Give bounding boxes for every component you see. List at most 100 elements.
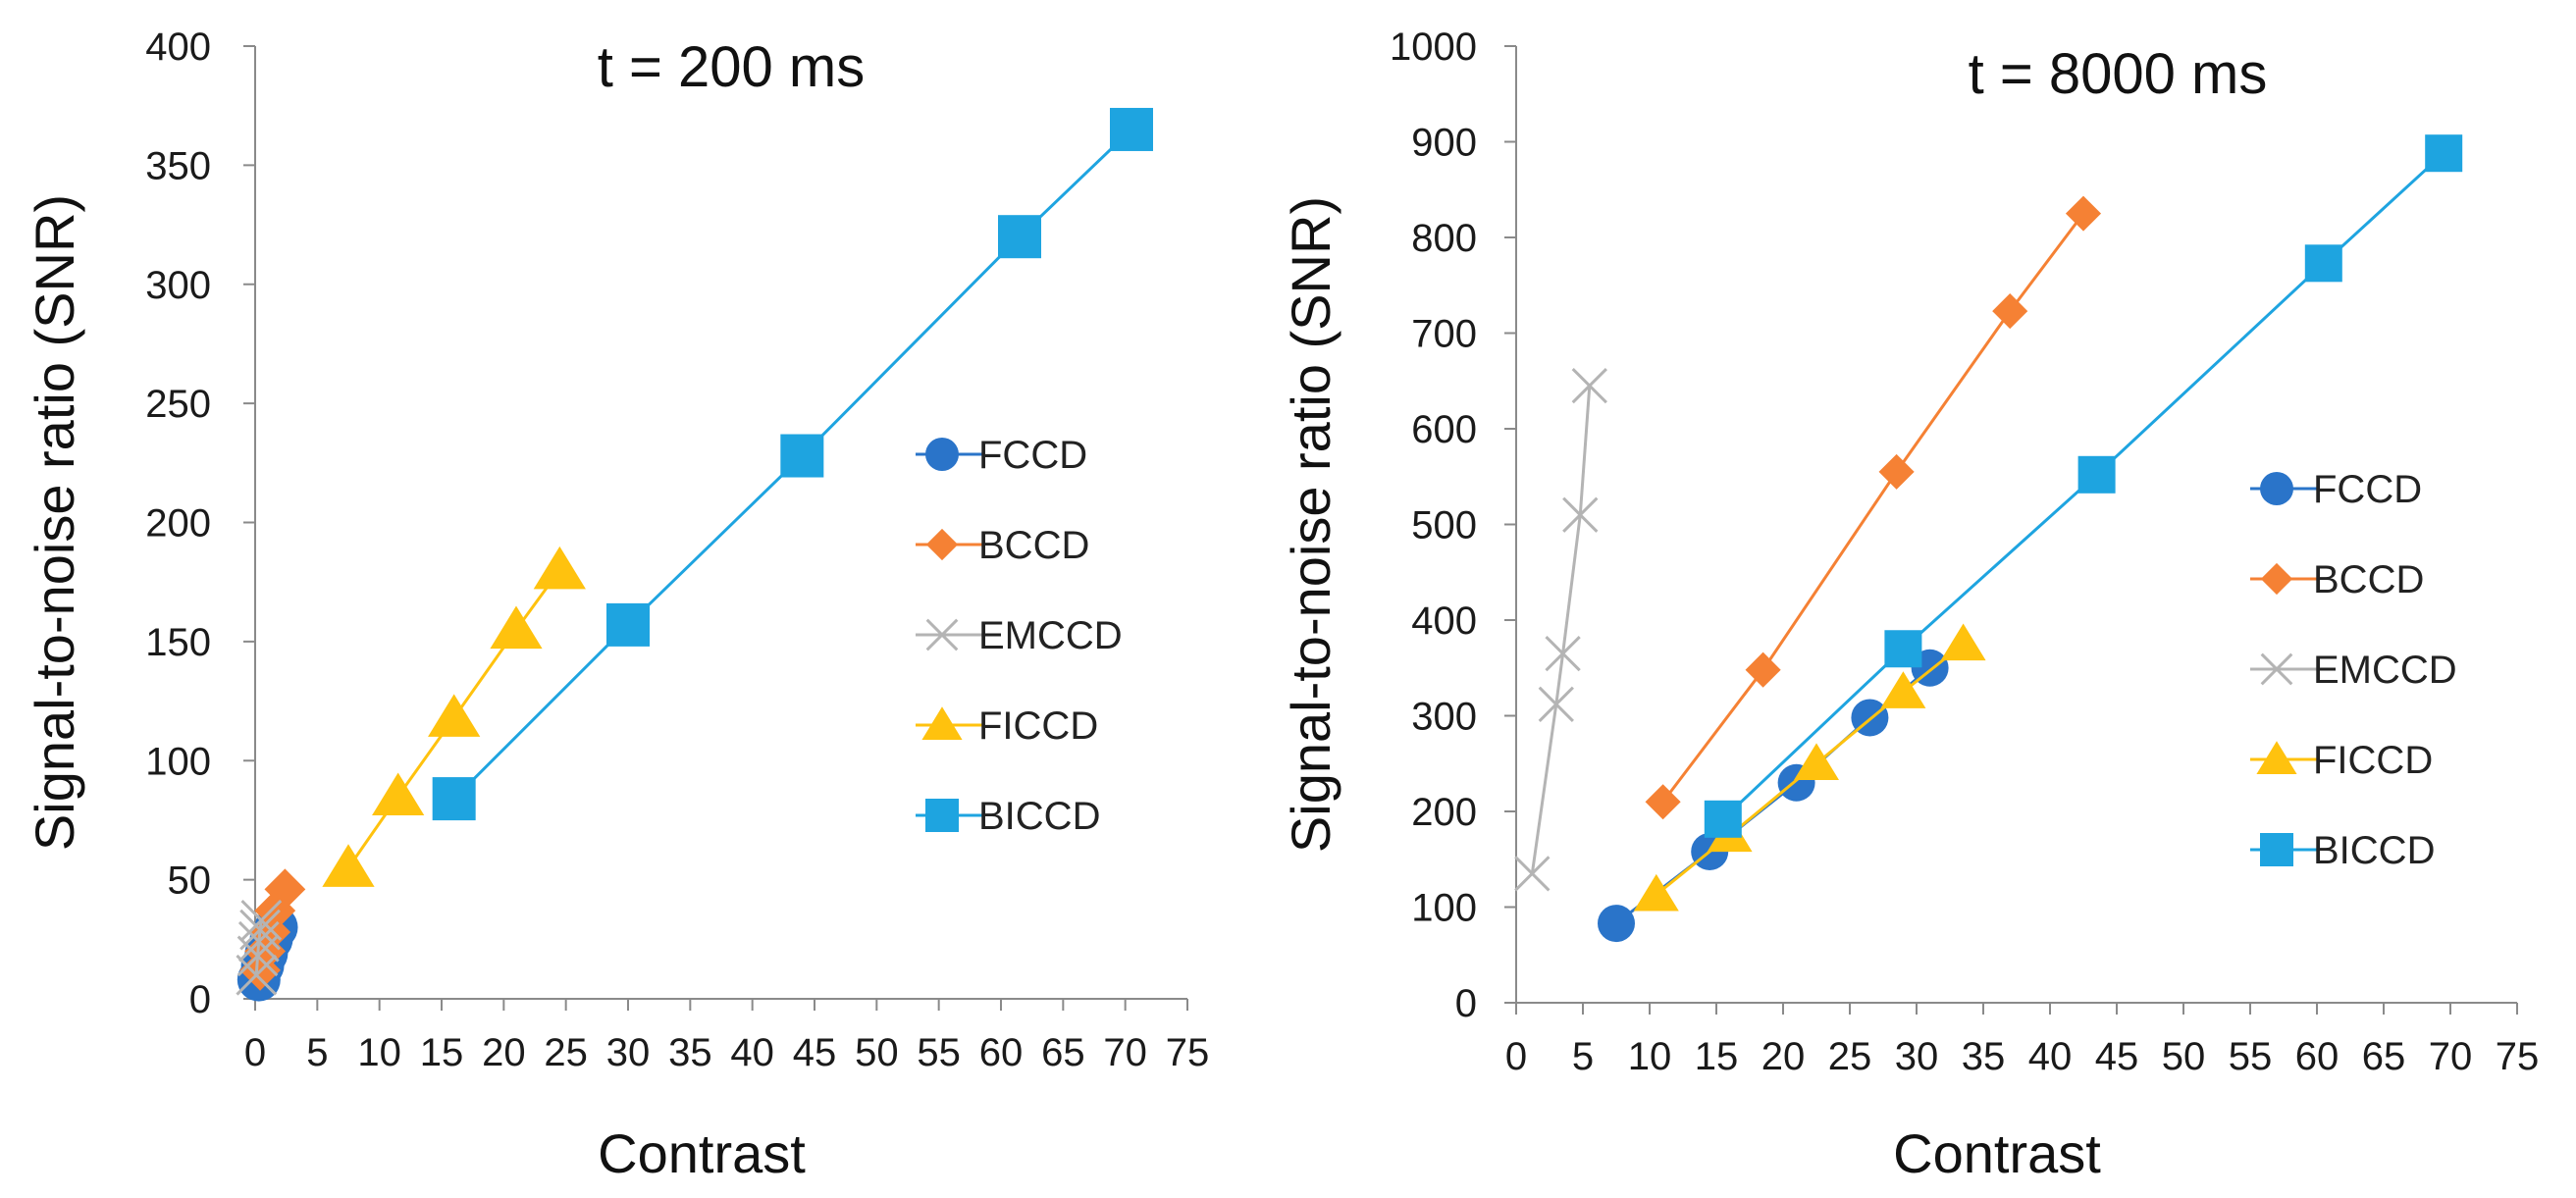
legend-label: FCCD [978,434,1087,477]
y-axis-title: Signal-to-noise ratio (SNR) [1280,196,1341,853]
data-point-emccd [1545,635,1581,672]
data-point-ficcd [1794,743,1839,780]
x-tick-label: 75 [2496,1035,2540,1078]
legend-entry-bccd: BCCD [2250,558,2424,601]
legend-entry-biccd: BICCD [2250,829,2435,872]
legend-marker [2260,652,2293,686]
data-point-biccd [1884,630,1922,668]
y-tick-label: 350 [145,144,211,187]
data-point-emccd [1571,367,1607,404]
data-point-biccd [2077,455,2116,494]
data-point-emccd [1562,496,1599,533]
data-point-fccd [1598,905,1635,943]
legend-entry-fccd: FCCD [2250,468,2422,511]
data-point-biccd [998,215,1041,259]
data-point-bccd [1992,293,2028,330]
data-point-emccd [1538,686,1574,722]
legend-entry-ficcd: FICCD [2250,739,2433,782]
x-tick-label: 35 [1962,1035,2006,1078]
x-tick-label: 10 [1628,1035,1672,1078]
legend-entry-fccd: FCCD [916,434,1087,477]
series-biccd [432,107,1153,821]
legend-marker [2260,562,2293,596]
legend-marker [2260,833,2293,866]
y-tick-label: 200 [145,502,211,546]
data-point-bccd [1878,453,1915,490]
y-tick-label: 300 [145,264,211,307]
data-point-ficcd [533,546,586,590]
data-point-ficcd [372,772,425,816]
legend-label: EMCCD [2313,649,2457,692]
legend-entry-emccd: EMCCD [2250,649,2457,692]
chart-title: t = 200 ms [598,35,865,99]
y-tick-label: 100 [145,740,211,783]
y-tick-label: 400 [145,26,211,69]
data-point-biccd [1704,800,1742,838]
series-line-emccd [1530,386,1592,874]
y-tick-label: 0 [1455,982,1477,1025]
legend-label: BCCD [978,524,1089,567]
y-tick-label: 50 [168,859,212,903]
legend-marker [925,618,959,651]
x-tick-label: 30 [1895,1035,1939,1078]
legend-marker [925,438,959,471]
x-tick-label: 10 [357,1031,401,1074]
x-tick-label: 55 [2229,1035,2273,1078]
y-tick-label: 600 [1411,408,1477,451]
x-tick-label: 70 [1103,1031,1147,1074]
x-tick-label: 20 [1761,1035,1806,1078]
series-ficcd [322,546,586,887]
x-tick-label: 65 [1041,1031,1085,1074]
chart-title: t = 8000 ms [1969,42,2268,106]
legend-marker [925,799,959,832]
x-tick-label: 50 [855,1031,899,1074]
data-point-biccd [2425,134,2463,173]
x-tick-label: 40 [730,1031,774,1074]
x-tick-label: 75 [1166,1031,1210,1074]
y-tick-label: 200 [1411,791,1477,834]
data-point-bccd [264,868,306,911]
x-tick-label: 60 [979,1031,1024,1074]
x-tick-label: 40 [2028,1035,2073,1078]
data-point-bccd [2065,195,2102,232]
x-tick-label: 60 [2295,1035,2339,1078]
data-point-emccd [240,900,283,941]
x-tick-label: 70 [2429,1035,2473,1078]
data-point-biccd [1110,107,1153,151]
y-axis-title: Signal-to-noise ratio (SNR) [24,194,85,851]
series-emccd [1514,367,1607,892]
y-tick-label: 800 [1411,217,1477,260]
y-tick-label: 400 [1411,599,1477,643]
data-point-ficcd [428,694,481,737]
series-emccd [236,900,283,996]
legend-label: FICCD [978,704,1098,748]
y-tick-label: 300 [1411,696,1477,739]
y-tick-label: 250 [145,383,211,426]
y-tick-label: 0 [189,978,211,1021]
y-tick-label: 1000 [1390,26,1477,69]
x-tick-label: 5 [306,1031,328,1074]
x-tick-label: 35 [668,1031,712,1074]
x-tick-label: 55 [917,1031,961,1074]
legend-label: BCCD [2313,558,2424,601]
data-point-biccd [432,777,476,821]
x-tick-label: 50 [2162,1035,2206,1078]
series-biccd [1704,134,2463,838]
x-tick-label: 30 [606,1031,651,1074]
data-point-bccd [1645,784,1681,820]
legend-entry-ficcd: FICCD [916,704,1098,748]
legend-label: FCCD [2313,468,2422,511]
x-tick-label: 45 [793,1031,837,1074]
x-axis-title: Contrast [598,1122,806,1184]
data-point-bccd [1745,651,1781,688]
x-tick-label: 25 [544,1031,588,1074]
legend-entry-emccd: EMCCD [916,614,1123,657]
data-point-biccd [780,434,824,478]
y-tick-label: 700 [1411,313,1477,356]
legend-marker [925,528,959,561]
data-point-biccd [2304,244,2342,283]
y-tick-label: 900 [1411,122,1477,165]
data-point-ficcd [322,844,375,887]
x-tick-label: 5 [1572,1035,1594,1078]
legend-entry-bccd: BCCD [916,524,1089,567]
